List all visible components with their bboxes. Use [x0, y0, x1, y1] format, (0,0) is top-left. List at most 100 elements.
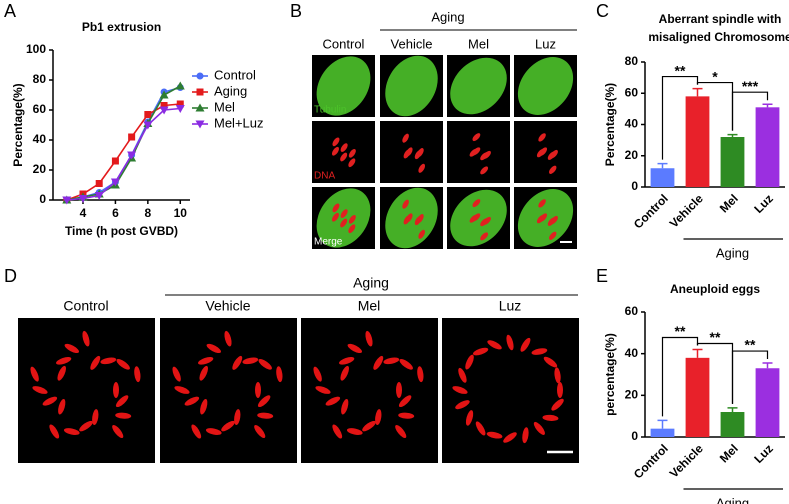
- chromosome: [255, 382, 261, 398]
- chromosome: [398, 412, 415, 419]
- x-tick-label: Vehicle: [667, 441, 706, 480]
- marker: [94, 192, 104, 200]
- chromosome: [405, 213, 413, 223]
- x-tick-label: 4: [80, 206, 87, 220]
- chromosome: [503, 432, 517, 443]
- chromosome: [234, 409, 241, 426]
- chromosome: [115, 412, 132, 419]
- chromosome: [134, 366, 141, 383]
- marker: [95, 180, 103, 187]
- panel-label: B: [290, 1, 302, 21]
- y-tick-label: 60: [625, 304, 639, 318]
- marker: [110, 178, 120, 187]
- chart-title: Aneuploid eggs: [670, 282, 760, 296]
- error-bar: [762, 362, 773, 369]
- chromosome: [506, 334, 514, 351]
- significance-label: *: [712, 68, 718, 84]
- y-tick-label: 0: [631, 429, 638, 443]
- chromosome: [539, 213, 548, 222]
- chromosome: [63, 428, 80, 435]
- significance-bracket: [661, 75, 699, 160]
- chromosome: [522, 427, 529, 444]
- chromosome: [550, 149, 558, 159]
- chromosome: [399, 359, 413, 370]
- x-tick-label: Mel: [717, 191, 741, 215]
- error-bar: [727, 407, 738, 412]
- chromosome: [480, 166, 489, 175]
- chromosome: [206, 343, 221, 354]
- error-bar: [727, 133, 738, 137]
- chromosome: [538, 199, 546, 208]
- spindle: [316, 56, 371, 116]
- chromosome: [339, 356, 355, 365]
- legend-label: Mel: [214, 99, 235, 114]
- chromosome: [531, 348, 548, 355]
- y-tick-label: 20: [625, 148, 639, 162]
- column-label: Vehicle: [391, 36, 433, 51]
- x-tick-label: 10: [174, 206, 188, 220]
- chromosome: [475, 421, 486, 436]
- bar: [650, 168, 675, 187]
- chromosome: [472, 199, 481, 208]
- error-bar: [762, 103, 773, 108]
- chromosome: [184, 396, 200, 406]
- panel-label: E: [596, 266, 608, 286]
- bar: [685, 96, 710, 187]
- chromosome: [465, 354, 474, 370]
- x-axis-label: Time (h post GVBD): [65, 224, 178, 238]
- y-axis-label: Percentage(%): [603, 83, 617, 166]
- x-tick-label: Control: [631, 441, 671, 481]
- chromosome: [533, 421, 545, 435]
- column-label: Luz: [499, 298, 522, 314]
- legend-label: Control: [214, 67, 256, 82]
- error-bar: [692, 348, 703, 358]
- chromosome: [58, 399, 66, 415]
- chromosome: [458, 367, 467, 383]
- chromosome: [313, 366, 322, 382]
- chromosome: [340, 143, 348, 152]
- bar: [685, 357, 710, 437]
- chromosome: [348, 224, 356, 234]
- chromosome: [82, 330, 90, 347]
- x-tick-label: Mel: [717, 441, 741, 465]
- chromosome: [538, 133, 546, 142]
- chromosome: [348, 148, 356, 158]
- chromosome: [347, 343, 362, 354]
- chromosome: [340, 365, 349, 381]
- chromosome: [42, 396, 58, 406]
- chromosome: [418, 229, 426, 239]
- panel-label: A: [4, 1, 16, 21]
- bar: [720, 137, 745, 187]
- significance-label: **: [710, 329, 721, 345]
- error-bar: [692, 87, 703, 97]
- chromosome: [396, 382, 402, 398]
- chromosome: [455, 400, 470, 410]
- channel-label: Tubulin: [314, 105, 346, 116]
- significance-label: **: [675, 62, 686, 78]
- marker: [78, 195, 88, 203]
- chromosome: [365, 330, 373, 347]
- series-line: [66, 107, 181, 201]
- channel-label: Merge: [314, 237, 343, 248]
- chromosome: [340, 209, 348, 218]
- chromosome: [483, 150, 491, 159]
- y-tick-label: 0: [39, 192, 46, 206]
- chromosome: [417, 366, 424, 383]
- chromosome: [472, 213, 481, 222]
- y-tick-label: 60: [625, 85, 639, 99]
- chromosome: [205, 428, 222, 435]
- chromosome: [487, 340, 502, 350]
- chromosome: [472, 147, 481, 156]
- chromosome: [331, 212, 339, 222]
- spindle: [450, 57, 507, 115]
- x-tick-label: Vehicle: [667, 191, 706, 230]
- chromosome: [548, 231, 557, 240]
- chromosome: [56, 356, 72, 365]
- column-label: Mel: [468, 36, 489, 51]
- chromosome: [554, 367, 561, 384]
- y-tick-label: 40: [33, 132, 47, 146]
- group-label: Aging: [353, 275, 389, 291]
- chromosome: [346, 428, 363, 435]
- chromosome: [375, 409, 382, 426]
